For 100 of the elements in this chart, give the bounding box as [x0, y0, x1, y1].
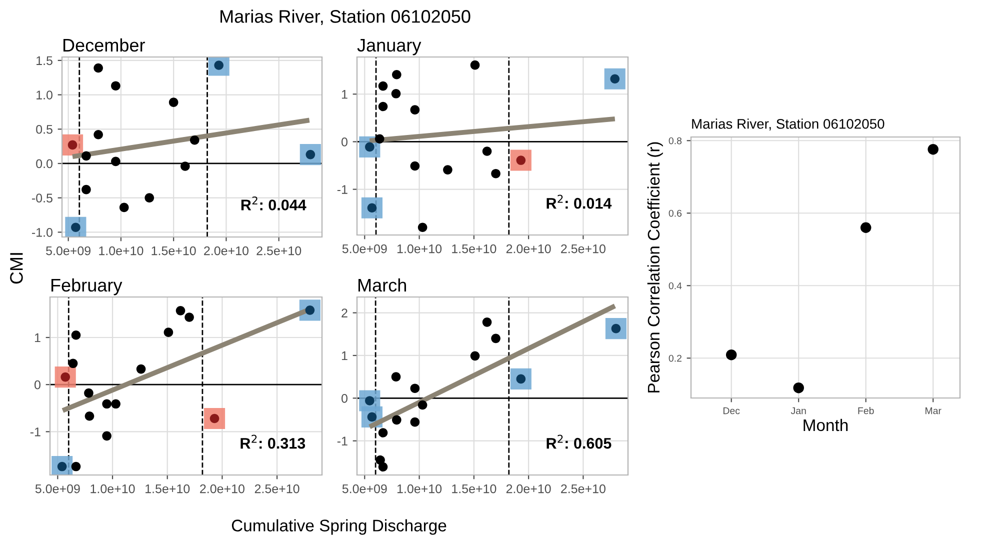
x-tick-label: 1.5e+10 [146, 484, 190, 494]
point [136, 364, 146, 374]
annotation: R$^{2}$: 0.313 [240, 434, 306, 449]
x-tick-label: 1.0e+10 [397, 244, 442, 254]
x-tick-label: 1.5e+10 [152, 246, 196, 256]
chart-title: February [51, 278, 122, 296]
chart-title: Marias River, Station 06102050 [692, 118, 884, 130]
y-tick-label: 0 [342, 138, 348, 146]
chart-subtitle: Marias River, Station 06102050 [220, 10, 470, 25]
annotation: R$^{2}$: 0.605 [546, 434, 612, 449]
x-tick-label: 2.0e+10 [506, 244, 551, 254]
point [793, 382, 804, 394]
point [71, 330, 81, 340]
point [111, 156, 120, 166]
y-tick-label: 1 [34, 333, 40, 342]
y-tick-label: 0 [34, 380, 40, 390]
y-tick-label: 0.0 [36, 159, 52, 168]
x-tick-label: 1.5e+10 [452, 244, 496, 254]
point [111, 399, 120, 409]
y-tick-label: -1 [337, 436, 348, 446]
point [470, 351, 480, 361]
y-tick-label: 0.5 [36, 124, 52, 134]
y-tick-label: 1.0 [36, 90, 52, 100]
x-tick-label: 5.0e+09 [46, 246, 90, 256]
point [392, 415, 402, 425]
x-tick-label: 2.5e+10 [561, 484, 606, 494]
x-tick-label: 1.5e+10 [452, 484, 496, 494]
x-tick-label: 2.5e+10 [256, 246, 302, 256]
x-axis-title: Cumulative Spring Discharge [232, 519, 446, 535]
annotation: R$^{2}$: 0.014 [546, 194, 612, 209]
y-tick-label: -1 [30, 428, 40, 436]
point [71, 462, 81, 472]
x-tick-label: 2.5e+10 [561, 244, 606, 254]
x-tick-label: 1.0e+10 [90, 484, 135, 494]
point [176, 306, 186, 316]
point [111, 81, 120, 91]
point [168, 98, 178, 107]
chart-title: March [358, 278, 406, 292]
y-tick-label: -0.5 [32, 194, 52, 202]
point [190, 135, 200, 145]
y-tick-label: 1.5 [36, 56, 52, 66]
x-tick-label: Jan [790, 407, 806, 414]
point [418, 222, 428, 232]
x-axis-title: Month [804, 418, 848, 432]
point [726, 349, 737, 360]
point [482, 318, 492, 327]
x-tick-label: Dec [724, 407, 740, 414]
point [928, 144, 938, 155]
annotation: R$^{2}$: 0.044 [241, 196, 306, 210]
x-tick-label: 2.0e+10 [204, 246, 248, 256]
y-tick-label: -1.0 [32, 228, 52, 237]
point [410, 417, 420, 427]
y-tick-label: 1 [342, 90, 348, 99]
point [491, 334, 500, 344]
point [378, 462, 388, 472]
point [94, 130, 103, 140]
point [84, 388, 94, 398]
point [374, 134, 384, 144]
x-tick-label: 2.0e+10 [506, 484, 551, 494]
point [102, 399, 112, 409]
point [470, 60, 480, 70]
point [184, 312, 194, 322]
y-tick-label: 1 [342, 351, 348, 360]
point [94, 63, 103, 73]
point [180, 162, 190, 171]
point [378, 81, 388, 91]
point [392, 70, 402, 80]
x-tick-label: Mar [926, 407, 942, 414]
x-tick-label: Feb [858, 407, 874, 414]
y-tick-label: 0 [342, 394, 348, 403]
chart-title: January [357, 39, 422, 56]
point [410, 105, 420, 114]
y-tick-label: 0.6 [668, 210, 682, 217]
point [378, 102, 388, 112]
point [860, 222, 872, 234]
point [391, 372, 401, 382]
point [68, 358, 78, 368]
y-tick-label: 0.8 [668, 137, 682, 144]
point [119, 202, 129, 212]
x-tick-label: 2.5e+10 [254, 484, 300, 494]
point [82, 151, 91, 161]
point [102, 431, 112, 441]
x-tick-label: 2.0e+10 [200, 484, 244, 494]
x-tick-label: 5.0e+09 [342, 484, 387, 494]
point [144, 193, 154, 202]
point [410, 384, 420, 394]
y-axis-title: CMI [10, 253, 23, 284]
x-tick-label: 1.0e+10 [397, 484, 442, 494]
chart-title: December [63, 38, 145, 52]
y-tick-label: 0.4 [668, 282, 682, 290]
x-tick-label: 1.0e+10 [99, 246, 144, 256]
y-tick-label: 0.2 [668, 354, 682, 362]
point [84, 411, 94, 421]
point [443, 165, 452, 174]
point [378, 428, 388, 438]
point [391, 88, 401, 98]
point [418, 400, 428, 410]
point [82, 184, 91, 194]
point [482, 146, 492, 156]
x-tick-label: 5.0e+09 [342, 244, 387, 254]
